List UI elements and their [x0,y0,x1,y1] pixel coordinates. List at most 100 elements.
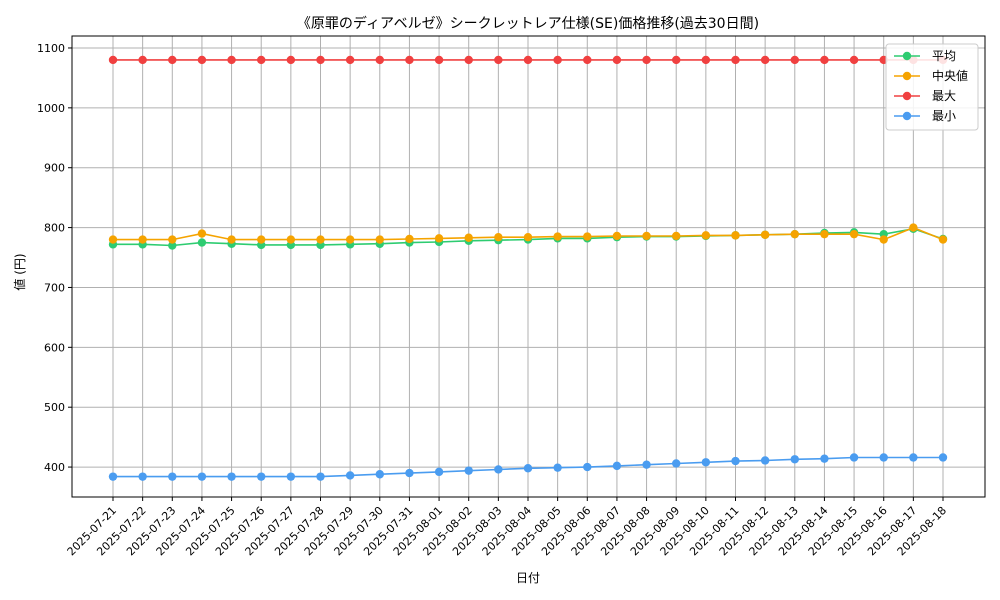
data-point [316,55,325,65]
data-point [434,55,444,65]
data-point [760,456,770,465]
data-point [375,55,384,65]
data-point [701,231,711,240]
data-point [790,229,799,239]
data-point [672,459,681,468]
x-axis-title: 日付 [516,571,540,585]
grid-layer [72,36,985,497]
data-point [227,55,236,65]
data-point [849,453,859,462]
data-point [197,55,207,65]
data-point [434,467,444,477]
data-point [760,55,770,65]
data-point [820,454,829,463]
y-tick-label: 700 [44,281,65,294]
data-point [405,234,414,244]
data-point [464,55,473,65]
data-point [849,229,859,239]
data-point [345,235,355,244]
data-point [375,470,384,479]
data-point [286,235,296,244]
y-axis-title: 値 (円) [12,253,27,290]
legend-box [885,43,979,131]
legend-item: 最小 [894,109,956,123]
data-point [227,235,236,244]
data-point [168,472,177,481]
data-point [108,55,118,65]
data-point [820,55,829,65]
legend-marker [902,111,912,121]
legend-label: 平均 [932,49,956,63]
series-3 [108,453,948,481]
data-point [553,463,562,472]
data-point [553,55,562,65]
data-point [790,55,799,65]
data-point [731,231,740,240]
data-point [138,235,147,244]
data-point [879,235,888,244]
data-point [345,471,355,480]
y-tick-label: 1000 [37,102,65,115]
data-point [642,231,651,241]
legend-label: 最小 [932,109,956,123]
data-point [583,462,592,472]
legend-label: 中央値 [932,68,968,83]
data-point [405,468,414,478]
data-point [612,231,622,241]
data-point [138,472,147,481]
data-point [286,55,296,65]
data-point [316,472,325,481]
data-point [523,55,533,65]
data-point [583,232,592,241]
data-point [523,464,533,473]
series-1 [108,223,948,244]
legend-marker [902,71,912,81]
data-point [464,233,473,242]
series-layer [108,55,948,481]
data-point [731,55,740,65]
y-tick-label: 800 [44,222,65,235]
data-point [938,235,948,244]
legend-label: 最大 [932,89,956,103]
data-point [494,465,503,474]
chart-title: 《原罪のディアベルゼ》シークレットレア仕様(SE)価格推移(過去30日間) [297,15,759,32]
data-point [257,55,266,65]
data-point [108,235,118,244]
data-point [523,232,533,242]
data-point [790,455,799,464]
data-point [316,235,325,244]
data-point [642,55,651,65]
data-point [434,234,444,243]
data-point [612,461,622,471]
axes-layer: 400500600700800900100011002025-07-212025… [37,35,986,558]
data-point [464,466,473,475]
legend-item: 平均 [894,49,956,63]
legend-marker [902,91,912,101]
data-point [197,238,207,247]
data-point [197,229,207,238]
data-point [820,229,829,239]
data-point [494,55,503,65]
data-point [642,460,651,469]
data-point [257,235,266,244]
data-point [494,232,503,242]
data-point [553,232,562,241]
data-point [879,453,888,462]
data-point [701,55,711,65]
data-point [227,472,236,481]
data-point [138,55,147,65]
data-point [168,235,177,244]
data-point [672,55,681,65]
data-point [701,458,711,467]
data-point [375,235,384,244]
legend-marker [902,51,912,61]
y-tick-label: 500 [44,401,65,414]
data-point [405,55,414,65]
data-point [760,230,770,239]
data-point [197,472,207,481]
data-point [583,55,592,65]
data-point [168,55,177,65]
y-tick-label: 1100 [37,42,65,55]
